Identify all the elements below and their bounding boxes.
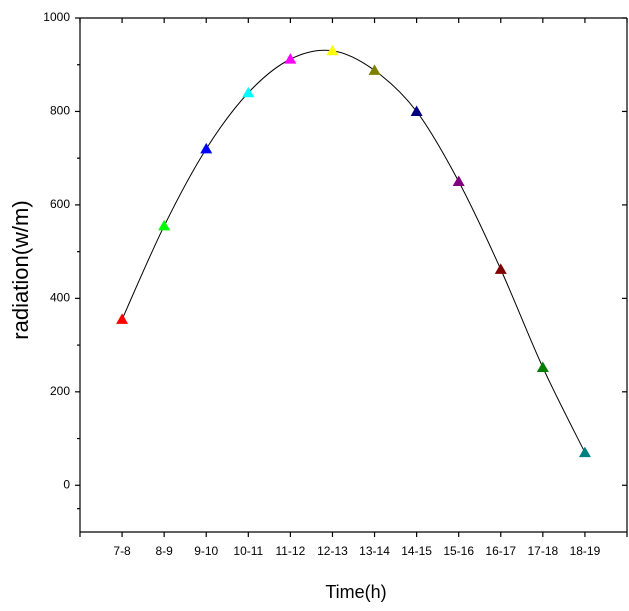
marker [536,361,549,373]
marker [158,219,171,231]
x-tick-label: 10-11 [233,544,263,558]
x-tick-label: 7-8 [113,544,131,558]
marker [452,175,465,187]
x-tick-label: 8-9 [155,544,173,558]
y-axis-label: radiation(w/m) [8,200,33,339]
marker [368,64,381,75]
marker [242,86,255,98]
x-tick-label: 16-17 [485,544,516,558]
marker [116,313,129,324]
marker [410,105,423,116]
x-tick-label: 13-14 [359,544,390,558]
x-tick-label: 17-18 [527,544,558,558]
marker [200,142,213,154]
y-tick-label: 0 [63,477,70,491]
y-tick-label: 200 [50,384,70,398]
x-tick-label: 12-13 [317,544,348,558]
x-axis-label: Time(h) [325,582,386,602]
x-tick-label: 11-12 [275,544,305,558]
y-tick-label: 600 [50,197,70,211]
marker [578,446,591,458]
marker [284,53,297,64]
y-tick-label: 1000 [43,10,70,24]
line [121,49,586,453]
y-tick-label: 800 [50,104,70,118]
x-tick-label: 15-16 [443,544,474,558]
marker [494,263,507,274]
x-tick-label: 18-19 [570,544,601,558]
x-tick-label: 9-10 [194,544,218,558]
y-tick-label: 400 [50,291,70,305]
marker [326,44,339,56]
x-tick-label: 14-15 [401,544,432,558]
